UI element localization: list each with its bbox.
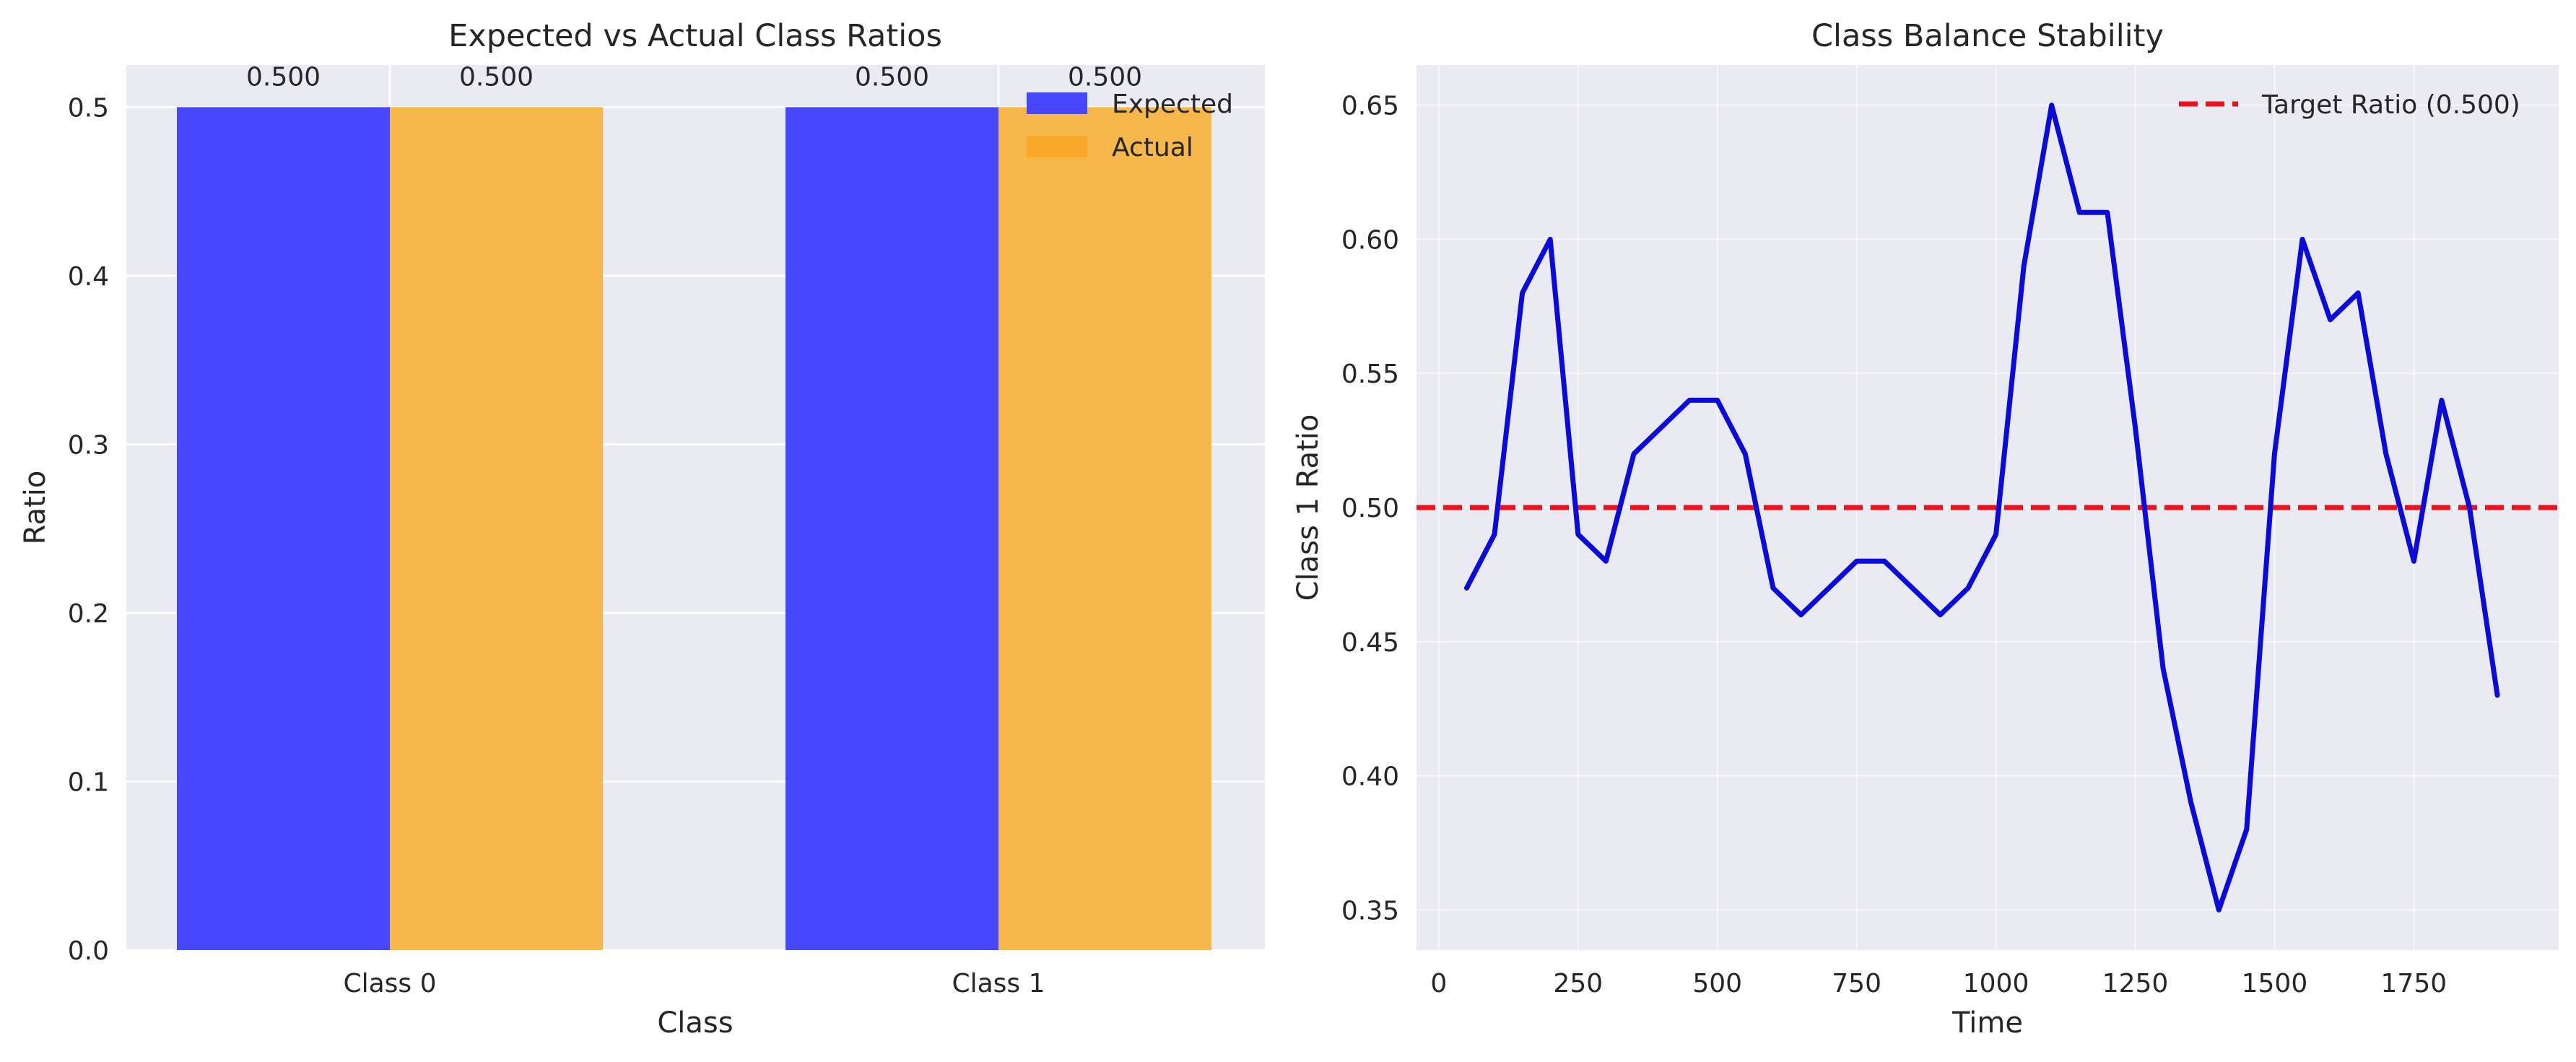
line-chart-x-ticks: 0 250 500 750 1000 1250 1500 1750 (1430, 969, 2447, 998)
line-x-tick-label: 750 (1832, 969, 1881, 998)
line-y-tick-label: 0.60 (1341, 225, 1399, 255)
bar-data-label: 0.500 (246, 62, 321, 92)
line-chart-y-ticks: 0.35 0.40 0.45 0.50 0.55 0.60 0.65 (1341, 92, 1399, 926)
bar-y-tick-label: 0.4 (68, 262, 109, 292)
bar-data-label: 0.500 (459, 62, 534, 92)
line-x-tick-label: 1000 (1963, 969, 2029, 998)
bar-y-tick-label: 0.2 (68, 599, 109, 629)
bar-actual-1 (998, 107, 1211, 950)
legend-swatch-actual (1027, 136, 1087, 157)
legend-label-expected: Expected (1112, 90, 1233, 119)
line-y-tick-label: 0.40 (1341, 762, 1399, 792)
line-x-tick-label: 1750 (2381, 969, 2447, 998)
line-chart-x-label: Time (1951, 1006, 2023, 1040)
bar-chart-x-label: Class (657, 1006, 733, 1040)
bar-y-tick-label: 0.1 (68, 767, 109, 797)
line-x-tick-label: 1500 (2242, 969, 2308, 998)
bar-chart: 0.500 0.500 0.500 0.500 0.00.10.20.30.40.5 … (19, 18, 1265, 1040)
bar-chart-title: Expected vs Actual Class Ratios (448, 18, 942, 54)
bar-expected-0 (177, 107, 390, 950)
legend-label-target: Target Ratio (0.500) (2261, 90, 2520, 120)
line-x-tick-label: 250 (1553, 969, 1603, 998)
bar-data-label: 0.500 (855, 62, 929, 92)
bar-data-label: 0.500 (1068, 62, 1142, 92)
bar-x-tick-label: Class 1 (952, 969, 1045, 998)
line-y-tick-label: 0.65 (1341, 92, 1399, 121)
line-chart-title: Class Balance Stability (1811, 18, 2164, 54)
bar-chart-y-label: Ratio (19, 471, 52, 545)
line-y-tick-label: 0.35 (1341, 896, 1399, 926)
line-x-tick-label: 0 (1430, 969, 1447, 998)
line-y-tick-label: 0.55 (1341, 360, 1399, 389)
line-x-tick-label: 500 (1692, 969, 1742, 998)
bar-chart-y-ticks: 0.0 0.1 0.2 0.3 0.4 0.5 (68, 93, 109, 966)
bar-y-tick-label: 0.5 (68, 93, 109, 123)
bar-y-tick-label: 0.0 (68, 936, 109, 966)
bar-x-tick-label: Class 0 (343, 969, 436, 998)
line-y-tick-label: 0.50 (1341, 494, 1399, 523)
legend-label-actual: Actual (1112, 133, 1193, 162)
line-x-tick-label: 1250 (2102, 969, 2169, 998)
line-y-tick-label: 0.45 (1341, 628, 1399, 658)
bar-actual-0 (390, 107, 603, 950)
bar-y-tick-label: 0.3 (68, 430, 109, 460)
bar-chart-x-ticks: Class 0 Class 1 (343, 969, 1045, 998)
bar-expected-1 (786, 107, 998, 950)
legend-swatch-expected (1027, 92, 1087, 114)
line-chart-y-label: Class 1 Ratio (1292, 414, 1325, 601)
line-chart: 0.35 0.40 0.45 0.50 0.55 0.60 0.65 0 250 500 750 1… (1292, 18, 2559, 1040)
